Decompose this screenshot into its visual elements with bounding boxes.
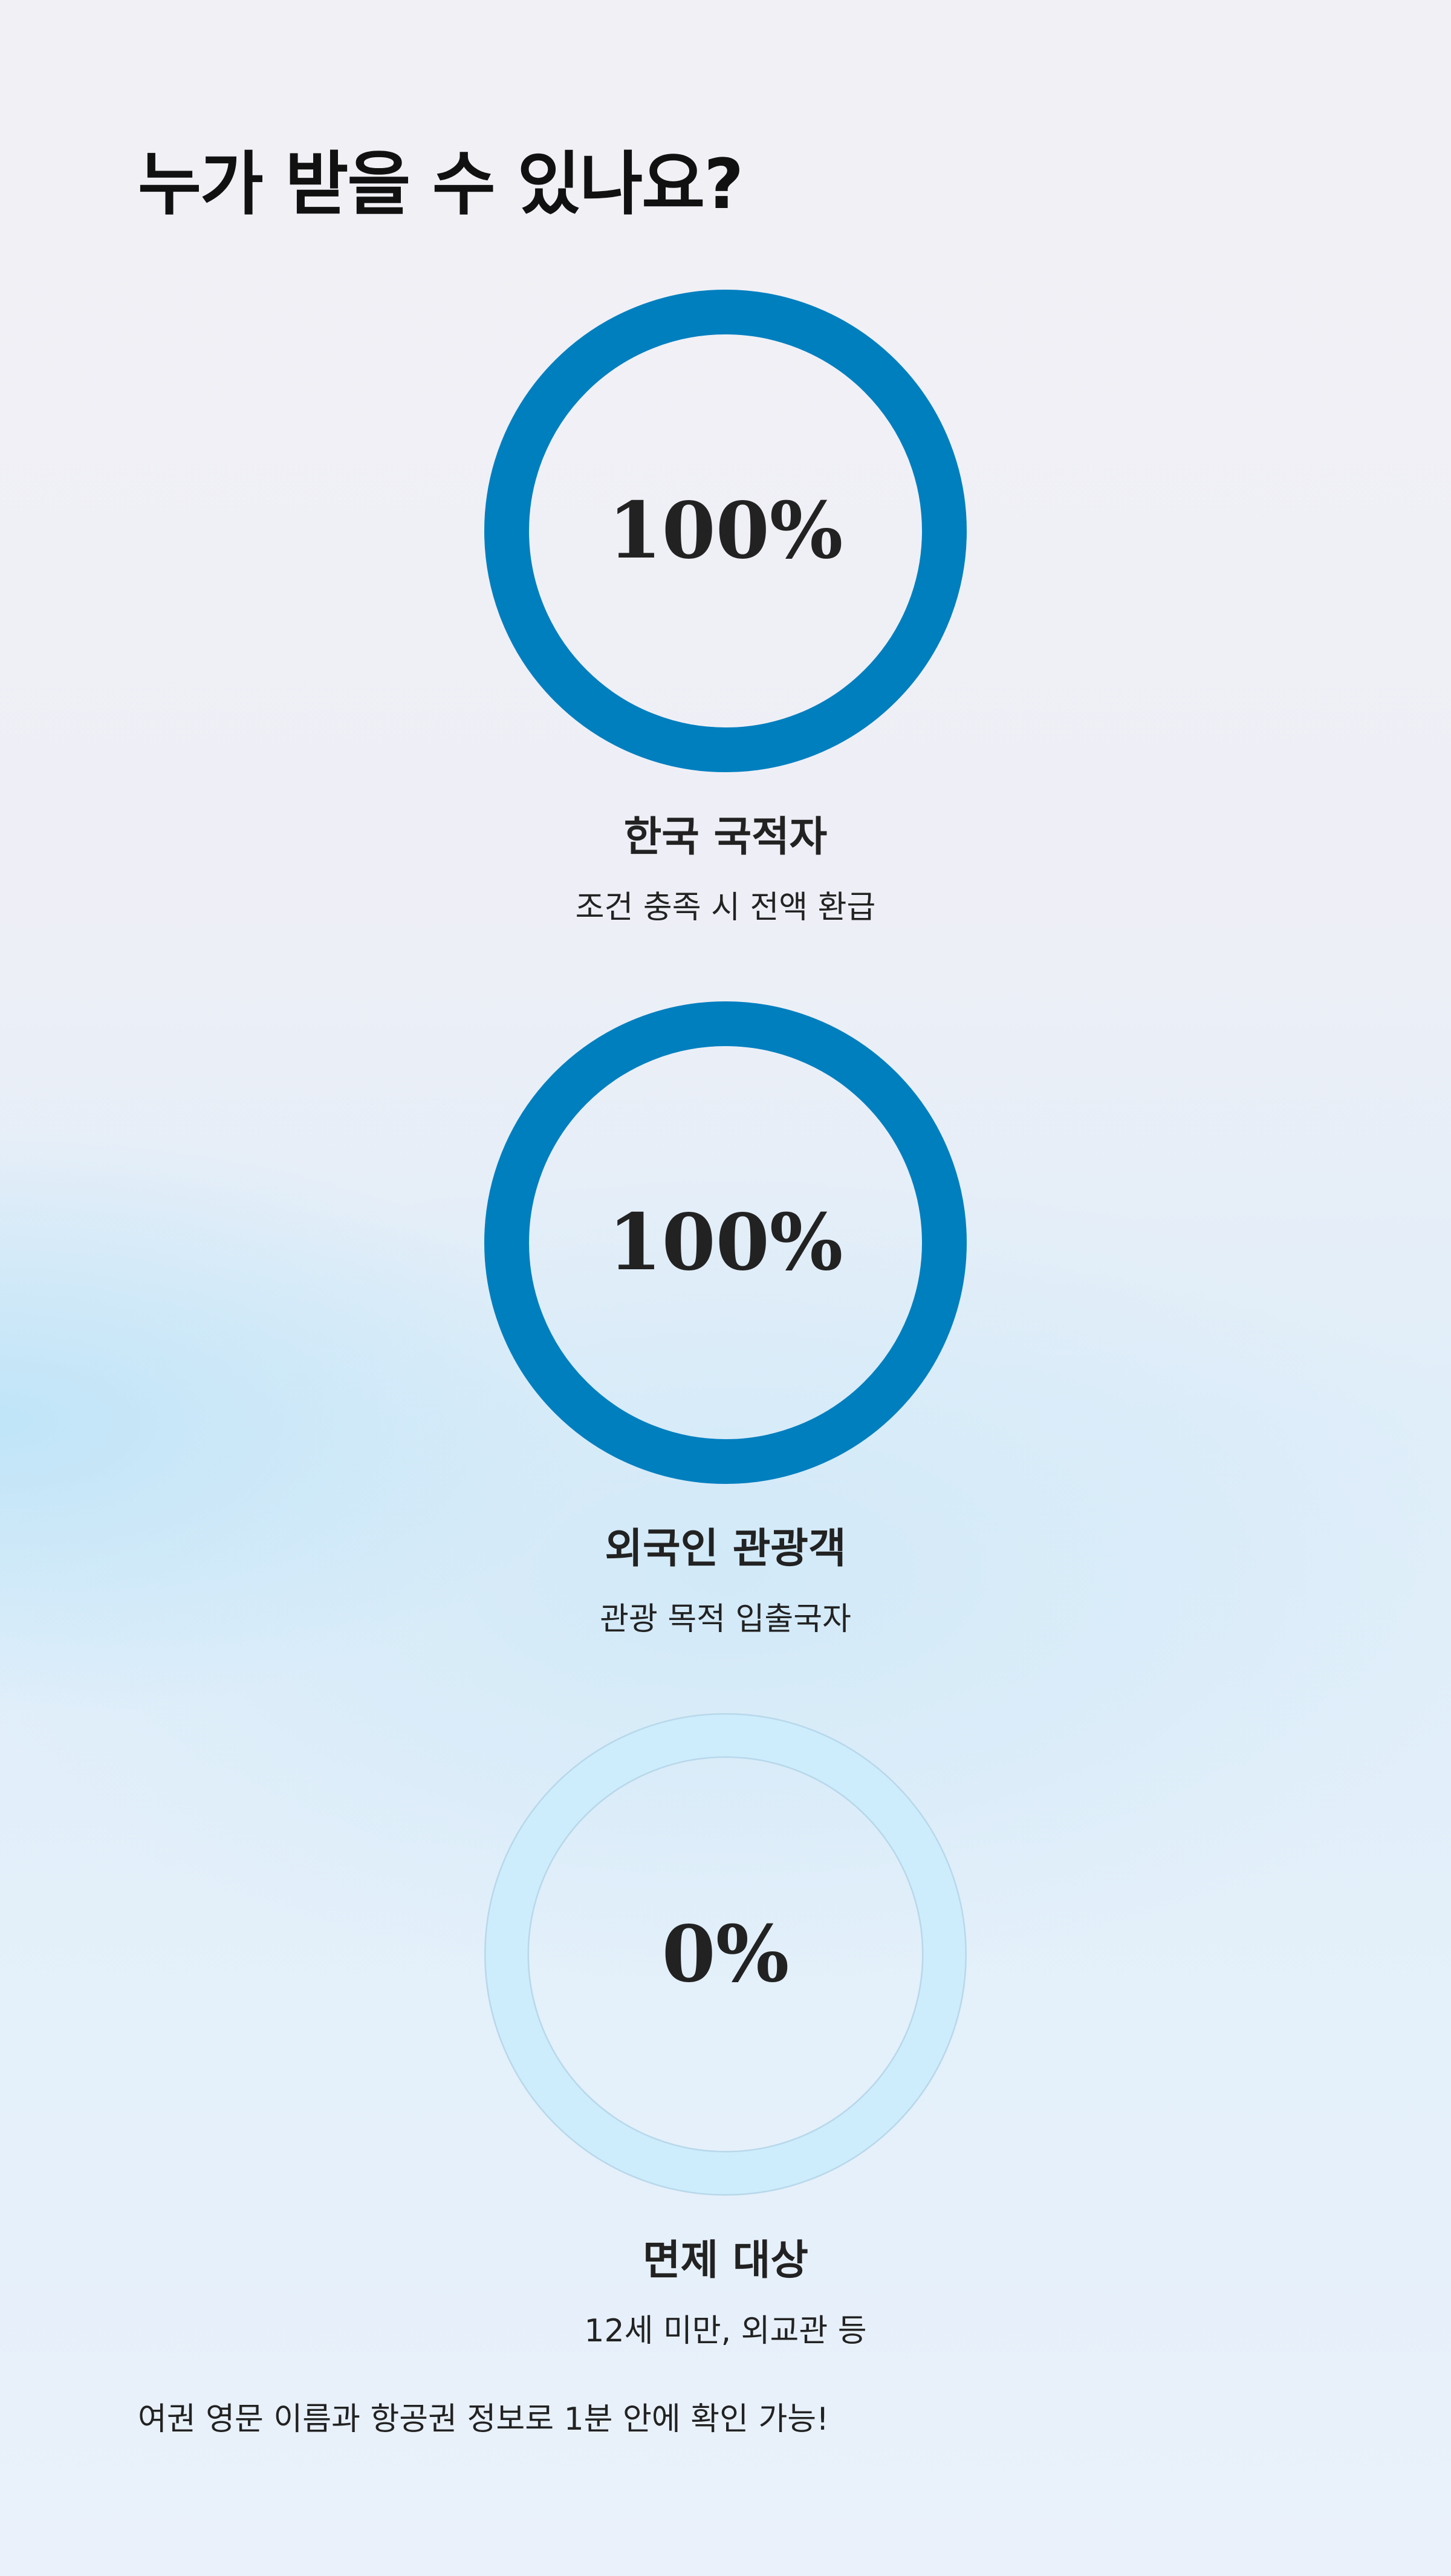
percent-value: 100% bbox=[608, 486, 843, 576]
percent-value: 0% bbox=[661, 1909, 790, 2000]
percent-value: 100% bbox=[608, 1197, 843, 1288]
item-label: 한국 국적자 bbox=[623, 813, 828, 861]
progress-ring: 100% bbox=[484, 1001, 967, 1485]
item-description: 관광 목적 입출국자 bbox=[600, 1601, 851, 1638]
ring-svg bbox=[484, 1001, 967, 1484]
ring-progress bbox=[484, 1001, 967, 1484]
item-description: 12세 미만, 외교관 등 bbox=[584, 2313, 867, 2349]
ring-track-fill bbox=[485, 1714, 966, 2194]
progress-ring: 100% bbox=[484, 289, 967, 773]
ring-svg bbox=[484, 290, 967, 772]
item-label: 외국인 관광객 bbox=[605, 1525, 846, 1573]
item-description: 조건 충족 시 전액 환급 bbox=[575, 890, 876, 926]
ring-svg bbox=[484, 1713, 967, 2196]
page-title: 누가 받을 수 있나요? bbox=[138, 144, 744, 224]
footer-note: 여권 영문 이름과 항공권 정보로 1분 안에 확인 가능! bbox=[138, 2401, 829, 2438]
progress-ring: 0% bbox=[484, 1712, 967, 2196]
ring-progress bbox=[484, 290, 967, 772]
item-label: 면제 대상 bbox=[643, 2237, 808, 2285]
